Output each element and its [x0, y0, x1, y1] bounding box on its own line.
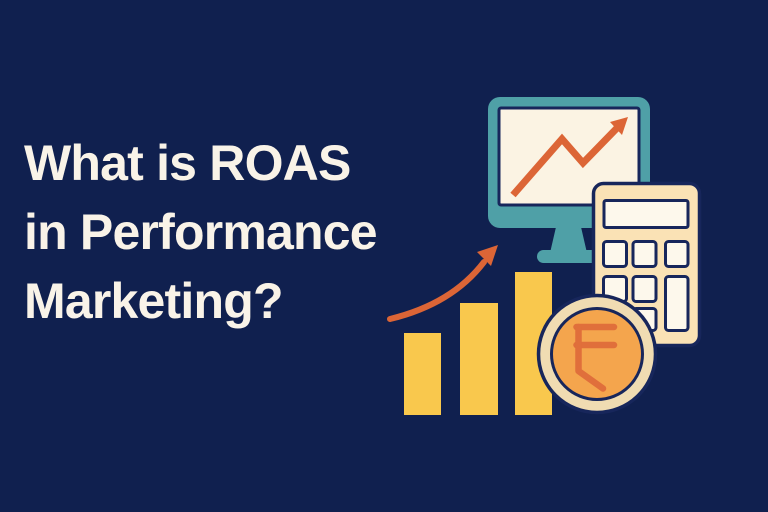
rupee-coin-icon: [536, 293, 658, 415]
roas-illustration: [387, 97, 702, 415]
calculator-display: [602, 199, 690, 229]
rupee-symbol: [573, 323, 618, 392]
banner-title-line: in Performance: [24, 204, 378, 260]
banner-title-line: Marketing?: [24, 273, 284, 329]
bar-chart-icon: [404, 272, 552, 415]
monitor-stand-base: [537, 250, 599, 263]
banner-title: What is ROAS in Performance Marketing?: [24, 129, 378, 336]
monitor-stand-neck: [550, 227, 587, 253]
calculator-tall-key: [664, 275, 690, 332]
growth-arrow-icon: [387, 245, 498, 322]
banner-title-line: What is ROAS: [24, 135, 351, 191]
